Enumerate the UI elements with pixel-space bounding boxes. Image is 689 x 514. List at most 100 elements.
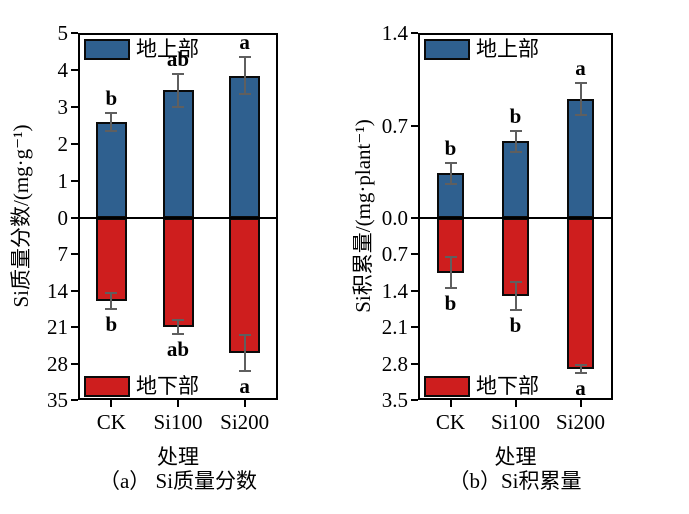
error-bar-cap (444, 161, 457, 164)
x-axis-title-panel-b: 处理 (494, 445, 537, 469)
sig-letter: ab (166, 46, 190, 71)
error-bar-cap (105, 130, 118, 133)
y-tick (411, 217, 418, 219)
y-tick (71, 217, 78, 219)
sig-letter: b (509, 313, 522, 338)
y-tick-label: 2.1 (381, 315, 408, 340)
error-bar-cap (238, 334, 251, 336)
sig-letter: b (444, 135, 457, 160)
error-bar-cap (105, 292, 118, 295)
y-tick (411, 399, 418, 401)
y-tick (411, 362, 418, 365)
y-tick-label: 35 (47, 388, 68, 412)
legend-label-shoot-b: 地上部 (476, 37, 539, 61)
plot-frame-panel-b (418, 33, 613, 400)
zero-line (418, 217, 613, 219)
y-tick-label: 3 (57, 95, 69, 119)
y-tick (411, 124, 418, 127)
y-tick (71, 143, 78, 145)
error-bar-cap (574, 363, 587, 366)
plot-frame-panel-a (78, 33, 278, 400)
bar-root (229, 218, 261, 354)
sig-letter: a (575, 56, 586, 81)
error-bar-cap (238, 370, 251, 373)
error-bar-cap (574, 371, 587, 374)
bar-shoot (229, 75, 261, 218)
y-tick-label: 5 (57, 21, 69, 45)
y-tick (71, 253, 78, 256)
error-bar-cap (172, 319, 184, 322)
error-bar-cap (172, 72, 184, 75)
error-bar-cap (172, 106, 184, 108)
caption-panel-b: （b）Si积累量 (448, 469, 582, 493)
error-bar-line (243, 335, 246, 372)
x-tick (110, 400, 113, 407)
error-bar-line (110, 293, 113, 309)
sig-letter: b (509, 103, 522, 128)
legend-swatch-root-a (84, 376, 130, 397)
y-tick-label: 7 (57, 242, 69, 267)
error-bar-cap (574, 113, 587, 116)
error-bar-cap (444, 182, 457, 185)
error-bar-line (177, 73, 179, 107)
y-tick (71, 399, 78, 401)
legend-label-root-b: 地下部 (476, 374, 539, 398)
sig-letter: a (239, 374, 250, 399)
x-tick-label: CK (435, 410, 466, 434)
bar-shoot (95, 121, 127, 218)
error-bar-line (449, 257, 452, 289)
y-tick (411, 32, 418, 34)
sig-letter: b (105, 312, 118, 336)
y-tick-label: 1.4 (381, 278, 408, 303)
x-tick (579, 400, 582, 407)
sig-letter: a (575, 375, 586, 400)
bar-shoot (567, 99, 594, 218)
error-bar-line (514, 281, 517, 311)
bar-root (567, 218, 594, 369)
x-tick (177, 400, 179, 407)
x-tick-label: Si100 (153, 410, 203, 434)
y-tick-label: 0.7 (381, 113, 408, 138)
y-tick (411, 326, 418, 329)
legend-swatch-shoot-b (424, 39, 470, 60)
y-tick-label: 21 (47, 315, 68, 340)
error-bar-line (110, 112, 113, 132)
bar-shoot (437, 173, 464, 218)
error-bar-cap (574, 82, 587, 85)
bar-shoot (502, 141, 529, 218)
x-tick-label: Si100 (490, 410, 540, 434)
error-bar-line (177, 320, 179, 334)
y-tick-label: 4 (57, 58, 69, 82)
y-tick (411, 253, 418, 256)
x-tick (449, 400, 452, 407)
x-tick (514, 400, 517, 407)
error-bar-cap (509, 129, 522, 132)
error-bar-line (243, 57, 246, 95)
bar-root (162, 218, 194, 328)
error-bar-cap (509, 309, 522, 312)
sig-letter: b (444, 291, 457, 316)
y-tick (71, 289, 78, 292)
y-tick-label: 3.5 (381, 388, 408, 412)
x-tick-label: Si200 (555, 410, 605, 434)
error-bar-cap (238, 93, 251, 96)
x-tick-label: Si200 (220, 410, 270, 434)
y-tick-label: 0.7 (381, 242, 408, 267)
legend-label-shoot-a: 地上部 (136, 37, 199, 61)
legend-swatch-shoot-a (84, 39, 130, 60)
y-tick-label: 28 (47, 351, 68, 376)
error-bar-cap (509, 280, 522, 283)
error-bar-line (514, 130, 517, 152)
y-tick (71, 180, 78, 182)
legend-label-root-a: 地下部 (136, 374, 199, 398)
error-bar-line (579, 364, 582, 373)
legend-swatch-root-b (424, 376, 470, 397)
y-tick-label: 2.8 (381, 351, 408, 376)
error-bar-line (579, 83, 582, 115)
y-tick (71, 362, 78, 365)
y-tick (71, 106, 78, 108)
y-tick-label: 0.0 (381, 206, 408, 230)
y-tick-label: 1 (57, 169, 69, 193)
sig-letter: ab (166, 336, 190, 361)
